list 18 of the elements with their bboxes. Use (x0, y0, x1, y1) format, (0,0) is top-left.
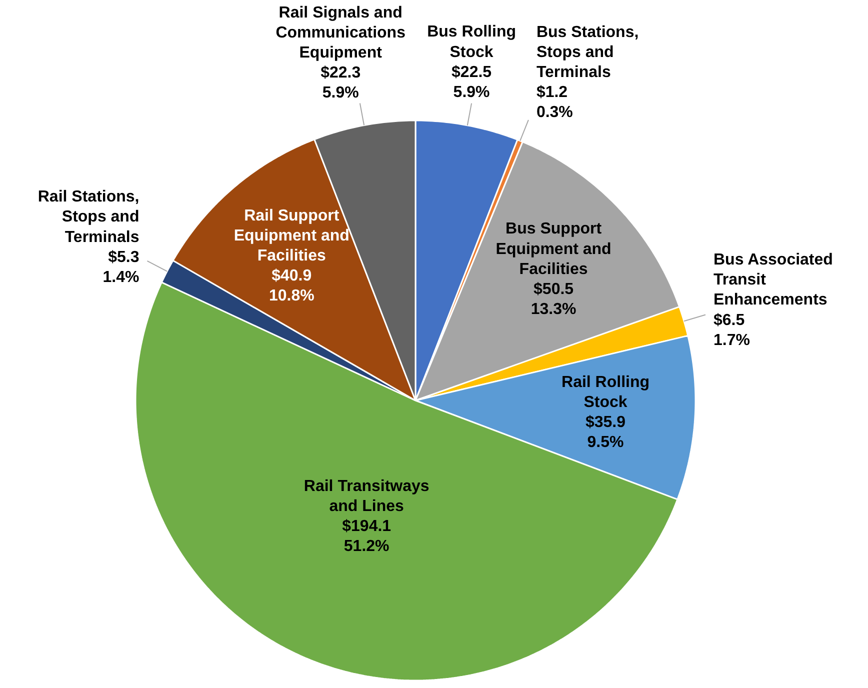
slice-label: Bus Stations, Stops and Terminals (536, 24, 639, 81)
slice-label: Rail Support Equipment and Facilities (234, 207, 350, 264)
data-label: $35.9 9.5% (585, 414, 626, 452)
data-label: $5.3 1.4% (102, 248, 140, 286)
slice-label: Bus Associated Transit Enhancements (713, 252, 833, 309)
slice-label: Rail Transitways and Lines (304, 478, 430, 516)
data-label: $6.5 1.7% (713, 312, 750, 349)
data-label: $22.5 5.9% (452, 64, 492, 101)
data-label: $22.3 5.9% (320, 64, 361, 102)
data-label: $50.5 13.3% (530, 280, 576, 318)
slice-label: Rail Signals and Communications Equipment (276, 4, 406, 62)
data-label: $194.1 51.2% (342, 518, 392, 556)
data-label: $1.2 0.3% (536, 84, 573, 122)
slice-label: Rail Stations, Stops and Terminals (38, 188, 140, 246)
slice-label: Rail Rolling Stock (562, 374, 650, 412)
slice-label: Bus Support Equipment and Facilities (496, 220, 612, 278)
slice-label: Bus Rolling Stock (427, 24, 516, 61)
data-label: $40.9 10.8% (268, 267, 314, 305)
